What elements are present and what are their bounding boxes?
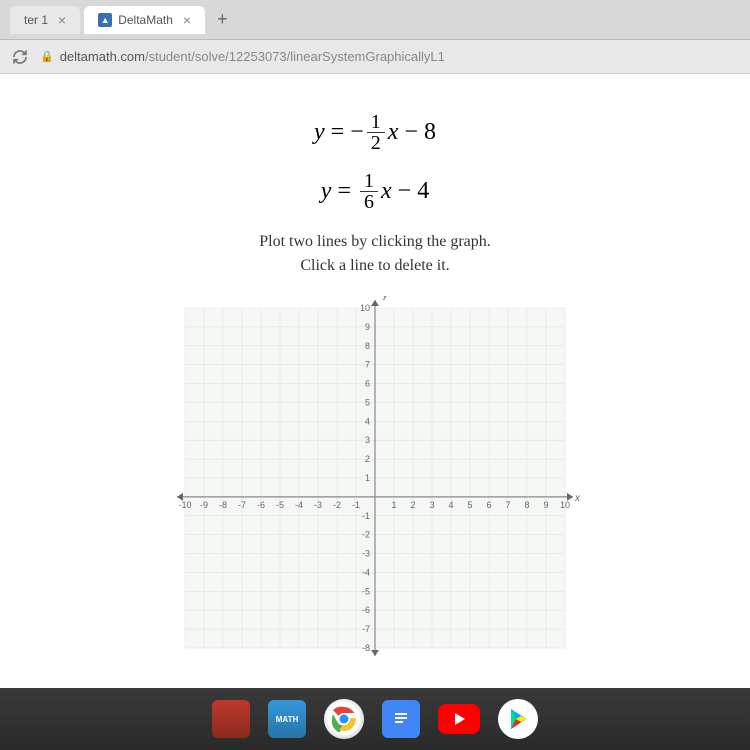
graph-container: y x -10 -9 -8 -7 -6 -5 -4 -3 -2 -1 1 2 3 4 5 6 7 8 9 10 10 9 8 7 6… <box>0 296 750 656</box>
svg-text:6: 6 <box>365 379 370 389</box>
svg-text:2: 2 <box>410 500 415 510</box>
svg-text:-4: -4 <box>295 500 303 510</box>
instruction-line: Click a line to delete it. <box>0 254 750 278</box>
instructions: Plot two lines by clicking the graph. Cl… <box>0 230 750 278</box>
svg-text:x: x <box>574 493 581 504</box>
svg-text:-9: -9 <box>200 500 208 510</box>
tab-label: ter 1 <box>24 13 48 27</box>
svg-text:5: 5 <box>365 397 370 407</box>
taskbar: MATH <box>0 688 750 750</box>
svg-text:8: 8 <box>365 341 370 351</box>
svg-text:1: 1 <box>391 500 396 510</box>
tab-active[interactable]: ▲ DeltaMath × <box>84 6 205 34</box>
taskbar-app-icon[interactable]: MATH <box>268 700 306 738</box>
svg-text:-3: -3 <box>362 549 370 559</box>
address-bar: 🔒 deltamath.com/student/solve/12253073/l… <box>0 40 750 74</box>
svg-text:10: 10 <box>560 500 570 510</box>
svg-text:9: 9 <box>543 500 548 510</box>
reload-icon[interactable] <box>10 47 30 67</box>
svg-text:-7: -7 <box>238 500 246 510</box>
equation-1: y = − 12 x − 8 <box>0 112 750 153</box>
screen: ter 1 × ▲ DeltaMath × + 🔒 deltamath.com/… <box>0 0 750 750</box>
svg-text:-5: -5 <box>276 500 284 510</box>
taskbar-app-icon[interactable] <box>212 700 250 738</box>
page-content: y = − 12 x − 8 y = 16 x − 4 Plot two lin… <box>0 74 750 688</box>
svg-text:-5: -5 <box>362 586 370 596</box>
svg-text:-2: -2 <box>333 500 341 510</box>
chrome-icon[interactable] <box>324 699 364 739</box>
svg-text:-7: -7 <box>362 624 370 634</box>
svg-text:1: 1 <box>365 473 370 483</box>
svg-text:9: 9 <box>365 322 370 332</box>
tab-label: DeltaMath <box>118 13 173 27</box>
svg-text:8: 8 <box>524 500 529 510</box>
svg-text:-1: -1 <box>352 500 360 510</box>
svg-text:6: 6 <box>486 500 491 510</box>
lock-icon: 🔒 <box>40 50 54 63</box>
coordinate-graph[interactable]: y x -10 -9 -8 -7 -6 -5 -4 -3 -2 -1 1 2 3 4 5 6 7 8 9 10 10 9 8 7 6… <box>165 296 585 656</box>
new-tab-button[interactable]: + <box>217 9 228 30</box>
svg-text:-1: -1 <box>362 511 370 521</box>
youtube-icon[interactable] <box>438 704 480 734</box>
svg-text:7: 7 <box>365 360 370 370</box>
svg-text:3: 3 <box>365 435 370 445</box>
docs-icon[interactable] <box>382 700 420 738</box>
tab-strip: ter 1 × ▲ DeltaMath × + <box>0 0 750 40</box>
svg-text:-6: -6 <box>362 605 370 615</box>
svg-text:-4: -4 <box>362 567 370 577</box>
instruction-line: Plot two lines by clicking the graph. <box>0 230 750 254</box>
svg-text:10: 10 <box>360 303 370 313</box>
close-icon[interactable]: × <box>58 12 66 28</box>
tab-inactive[interactable]: ter 1 × <box>10 6 80 34</box>
close-icon[interactable]: × <box>183 12 191 28</box>
svg-text:y: y <box>382 296 389 301</box>
svg-text:3: 3 <box>429 500 434 510</box>
svg-text:-10: -10 <box>178 500 191 510</box>
svg-text:5: 5 <box>467 500 472 510</box>
deltamath-favicon-icon: ▲ <box>98 13 112 27</box>
svg-text:2: 2 <box>365 454 370 464</box>
svg-text:-8: -8 <box>362 643 370 653</box>
svg-text:-6: -6 <box>257 500 265 510</box>
svg-text:4: 4 <box>448 500 453 510</box>
svg-text:-3: -3 <box>314 500 322 510</box>
svg-text:7: 7 <box>505 500 510 510</box>
play-store-icon[interactable] <box>498 699 538 739</box>
svg-text:4: 4 <box>365 416 370 426</box>
equation-2: y = 16 x − 4 <box>0 171 750 212</box>
url-text[interactable]: deltamath.com/student/solve/12253073/lin… <box>60 49 445 64</box>
svg-text:-2: -2 <box>362 530 370 540</box>
svg-text:-8: -8 <box>219 500 227 510</box>
